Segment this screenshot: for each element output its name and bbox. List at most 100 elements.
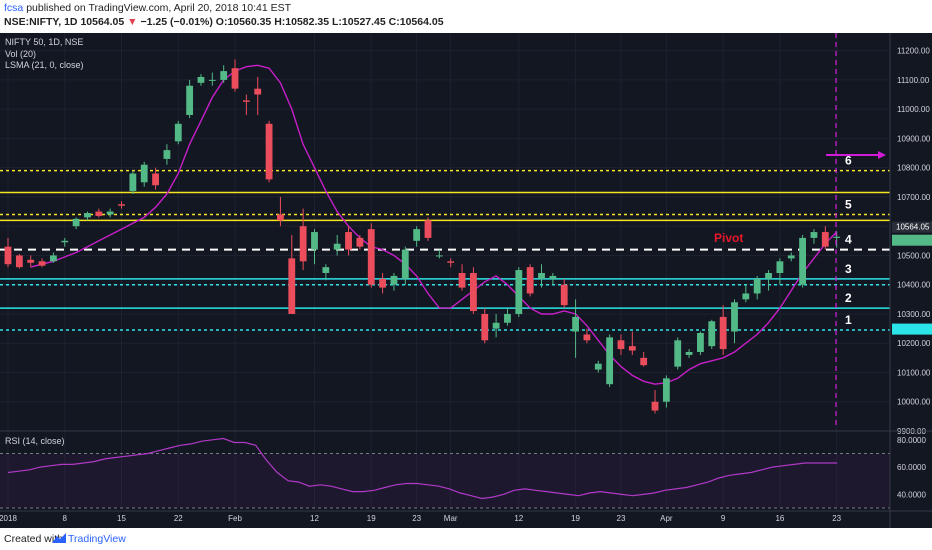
candle-body xyxy=(84,213,91,218)
publisher-username[interactable]: fcsa xyxy=(4,2,24,14)
candle-body xyxy=(424,220,432,238)
legend-lsma: LSMA (21, 0, close) xyxy=(5,60,84,70)
candle-body xyxy=(651,401,659,411)
candle-body xyxy=(481,313,489,341)
candle-body xyxy=(515,270,523,314)
candle-body xyxy=(4,246,12,265)
chart-svg[interactable]: 6 5 4 3 2 1 11200.00 11100.00 11000.00 10900.00 1… xyxy=(0,33,932,528)
level-number-label: 5 xyxy=(845,197,852,211)
x-tick-label: 16 xyxy=(775,514,784,523)
rsi-line xyxy=(7,437,838,500)
candle-body xyxy=(413,229,421,241)
candle-body xyxy=(742,293,750,300)
last-price: 10564.05 xyxy=(80,16,125,28)
rsi-band-fill xyxy=(0,453,890,508)
candle-body xyxy=(27,259,35,263)
candle-body xyxy=(526,267,534,294)
candle-body xyxy=(504,313,511,323)
x-tick-label: 9 xyxy=(721,514,726,523)
lsma-line xyxy=(30,64,838,385)
candle-body xyxy=(697,332,704,352)
candle-body xyxy=(731,302,738,332)
y-tick-label: 10100.00 xyxy=(897,368,931,377)
candle-body xyxy=(118,204,125,206)
candle-body xyxy=(333,243,341,250)
x-tick-label: 19 xyxy=(367,514,376,523)
candle-body xyxy=(594,363,602,370)
high-value: 10582.35 xyxy=(285,16,330,28)
candle-body xyxy=(776,261,784,273)
candle-body xyxy=(390,275,398,285)
high-label: H: xyxy=(274,16,286,28)
candle-body xyxy=(288,258,296,314)
candle-body xyxy=(560,284,568,306)
x-tick-label: 15 xyxy=(117,514,126,523)
y-tick-label: 10700.00 xyxy=(897,193,931,202)
candle-body xyxy=(174,123,182,142)
close-label: C: xyxy=(388,16,400,28)
candle-body xyxy=(379,278,386,288)
candle-body xyxy=(401,249,409,279)
candle-body xyxy=(231,68,239,89)
y-tick-label: 11000.00 xyxy=(897,105,930,114)
open-value: 10560.35 xyxy=(227,16,272,28)
candle-body xyxy=(685,352,693,355)
candle-body xyxy=(106,211,114,215)
candle-body xyxy=(538,273,545,279)
legend-title: NIFTY 50, 1D, NSE xyxy=(5,37,83,47)
level-number-label: 2 xyxy=(845,291,852,305)
y-tick-label: 10900.00 xyxy=(897,134,931,143)
candle-body xyxy=(197,76,205,83)
pivot-label: Pivot xyxy=(714,231,743,245)
candle-body xyxy=(765,273,772,279)
candle-body xyxy=(606,337,614,385)
x-tick-label: 23 xyxy=(412,514,421,523)
tradingview-logo-icon xyxy=(52,533,66,543)
candle-body xyxy=(242,100,250,102)
rsi-tick-label: 60.0000 xyxy=(897,463,926,472)
legend-rsi: RSI (14, close) xyxy=(5,436,65,446)
created-with-text: Created with xyxy=(4,533,63,545)
candle-body xyxy=(186,85,194,115)
candle-body xyxy=(435,255,443,257)
candle-body xyxy=(367,229,375,285)
candle-body xyxy=(617,340,625,350)
level-number-label: 1 xyxy=(845,313,852,327)
y-tick-label: 10000.00 xyxy=(897,398,931,407)
candle-body xyxy=(662,378,670,402)
candle-body xyxy=(163,150,171,159)
candle-body xyxy=(277,214,284,221)
x-tick-label: 12 xyxy=(310,514,319,523)
candle-body xyxy=(322,267,330,273)
candle-body xyxy=(356,237,364,247)
candle-body xyxy=(265,123,273,180)
level-number-label: 6 xyxy=(845,154,852,168)
candle-body xyxy=(640,357,648,366)
y-tick-label: 11100.00 xyxy=(897,76,930,85)
chart-area[interactable]: 6 5 4 3 2 1 11200.00 11100.00 11000.00 10900.00 1… xyxy=(0,33,932,528)
rsi-tick-label: 40.0000 xyxy=(897,490,926,499)
candle-body xyxy=(821,232,829,247)
candle-body xyxy=(753,278,761,294)
candle-body xyxy=(72,218,80,227)
candle-body xyxy=(833,236,841,238)
tradingview-brand[interactable]: TradingView xyxy=(68,533,126,545)
candle-body xyxy=(470,273,477,312)
publish-info: published on TradingView.com, April 20, … xyxy=(26,2,291,14)
candle-body xyxy=(628,346,636,351)
x-tick-label: 12 xyxy=(514,514,523,523)
candle-body xyxy=(345,232,352,250)
level-number-label: 4 xyxy=(845,233,852,247)
candle-body xyxy=(583,334,591,341)
candle-body xyxy=(61,240,69,243)
close-price-marker xyxy=(892,234,932,246)
x-tick-label: Feb xyxy=(228,514,242,523)
low-label: L: xyxy=(332,16,342,28)
candle-body xyxy=(140,164,148,183)
y-tick-label: 10800.00 xyxy=(897,164,931,173)
symbol-label: NSE:NIFTY, 1D xyxy=(4,16,78,28)
candle-body xyxy=(787,255,795,259)
candle-body xyxy=(674,340,682,367)
open-label: O: xyxy=(215,16,228,28)
candle-body xyxy=(254,88,262,95)
